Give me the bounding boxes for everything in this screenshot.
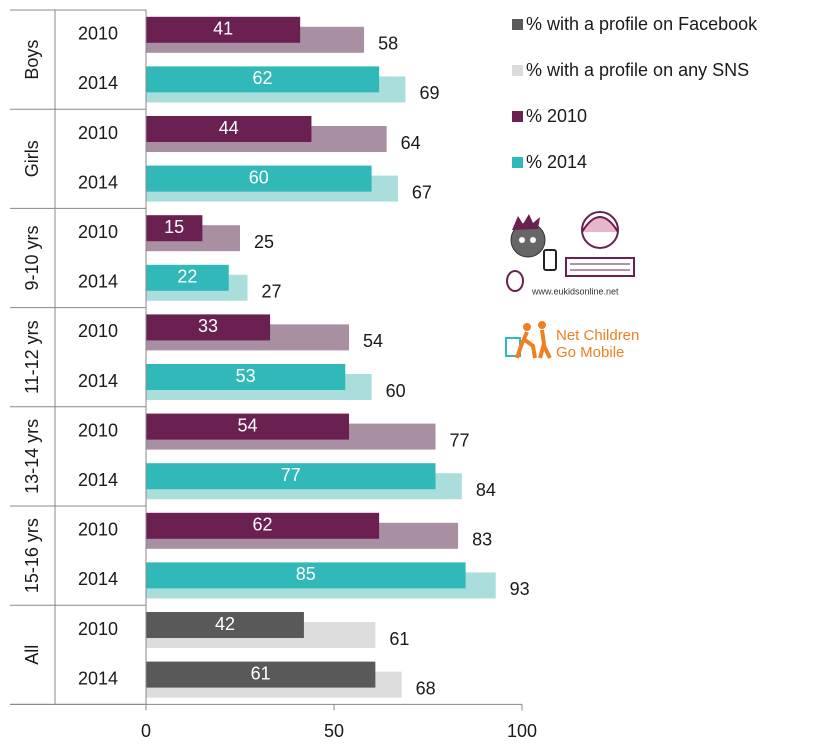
logo-text: Net Children [556, 327, 639, 344]
y-tick-label: 2010 [78, 123, 118, 143]
value-label: 44 [219, 118, 239, 138]
y-tick-label: 2010 [78, 24, 118, 44]
value-label: 62 [253, 68, 273, 88]
value-label: 61 [389, 629, 409, 649]
legend-label: % 2010 [526, 106, 587, 126]
group-label: 11-12 yrs [22, 320, 42, 394]
y-tick-label: 2014 [78, 172, 118, 192]
value-label: 61 [251, 663, 271, 683]
y-tick-label: 2010 [78, 222, 118, 242]
value-label: 54 [363, 331, 383, 351]
legend-swatch [512, 19, 523, 30]
legend-label: % with a profile on any SNS [526, 60, 749, 80]
value-label: 60 [386, 381, 406, 401]
y-tick-label: 2010 [78, 321, 118, 341]
x-tick-label: 50 [324, 721, 344, 741]
value-label: 25 [254, 232, 274, 252]
value-label: 27 [262, 282, 282, 302]
eukids-logo: www.eukidsonline.net [507, 212, 634, 296]
group-label: Boys [22, 40, 42, 80]
group-label: All [22, 645, 42, 665]
y-tick-label: 2010 [78, 520, 118, 540]
logo-text: Go Mobile [556, 344, 624, 361]
y-tick-label: 2010 [78, 619, 118, 639]
y-tick-label: 2014 [78, 470, 118, 490]
value-label: 33 [198, 316, 218, 336]
group-label: Girls [22, 140, 42, 177]
y-tick-label: 2014 [78, 371, 118, 391]
value-label: 22 [177, 267, 197, 287]
y-tick-label: 2010 [78, 420, 118, 440]
group-label: 13-14 yrs [22, 419, 42, 494]
value-label: 62 [253, 515, 273, 535]
value-label: 68 [416, 678, 436, 698]
logo-text: www.eukidsonline.net [531, 286, 619, 296]
y-tick-label: 2014 [78, 569, 118, 589]
y-tick-label: 2014 [78, 73, 118, 93]
group-label: 9-10 yrs [22, 225, 42, 290]
value-label: 54 [238, 415, 258, 435]
value-label: 60 [249, 167, 269, 187]
value-label: 53 [236, 366, 256, 386]
ncgm-logo: Net Children Go Mobile [506, 321, 639, 361]
page: {"chart_data": {"type": "bar", "groups":… [0, 0, 816, 747]
legend-label: % 2014 [526, 152, 587, 172]
value-label: 42 [215, 614, 235, 634]
y-tick-label: 2014 [78, 668, 118, 688]
value-label: 85 [296, 564, 316, 584]
value-label: 58 [378, 34, 398, 54]
y-tick-label: 2014 [78, 272, 118, 292]
legend-swatch [512, 65, 523, 76]
value-label: 41 [213, 19, 233, 39]
value-label: 77 [450, 430, 470, 450]
x-tick-label: 0 [141, 721, 151, 741]
legend-swatch [512, 157, 523, 168]
value-label: 77 [281, 465, 301, 485]
x-tick-label: 100 [507, 721, 537, 741]
group-label: 15-16 yrs [22, 518, 42, 593]
chart: www.eukidsonline.net Net Children Go Mob… [0, 0, 816, 747]
value-label: 64 [401, 133, 421, 153]
value-label: 67 [412, 182, 432, 202]
value-label: 93 [510, 579, 530, 599]
legend-swatch [512, 111, 523, 122]
value-label: 83 [472, 530, 492, 550]
value-label: 15 [164, 217, 184, 237]
legend-label: % with a profile on Facebook [526, 14, 758, 34]
value-label: 84 [476, 480, 496, 500]
value-label: 69 [419, 83, 439, 103]
